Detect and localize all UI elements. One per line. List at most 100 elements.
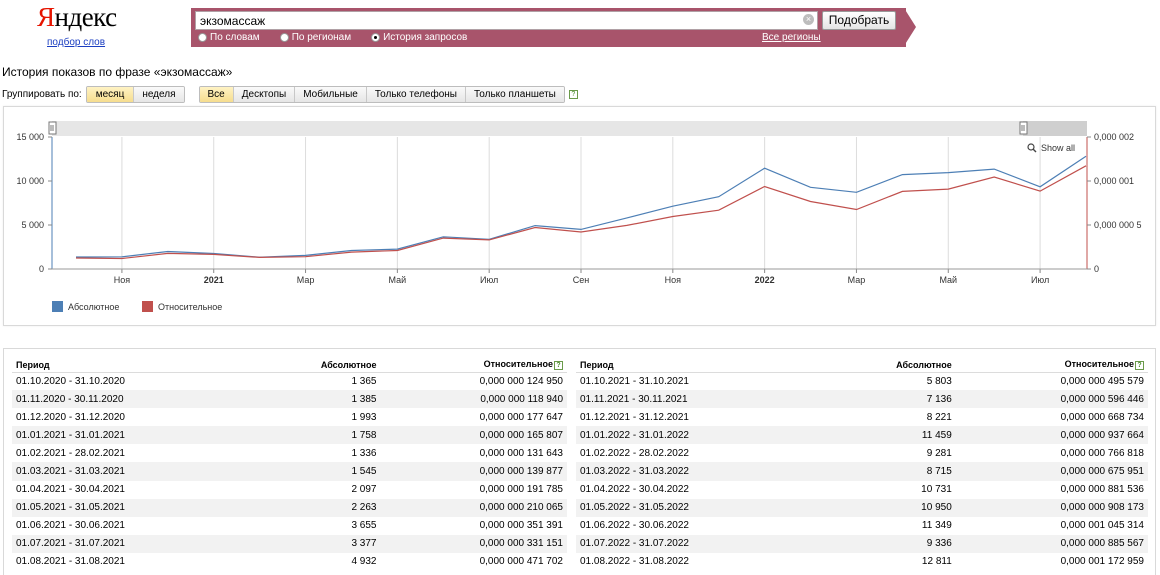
col-relative: Относительное? xyxy=(380,358,567,373)
cell-relative: 0,000 000 908 173 xyxy=(955,498,1148,517)
table-row: 01.08.2022 - 31.08.2022 12 811 0,000 001 1… xyxy=(576,553,1148,571)
cell-relative: 0,000 000 495 579 xyxy=(1060,375,1144,387)
radio-by-words[interactable]: По словам xyxy=(198,32,260,43)
table-row: 01.08.2021 - 31.08.2021 4 932 0,000 000 47… xyxy=(12,553,567,571)
radio-selected-icon xyxy=(371,33,381,42)
cell-period: 01.05.2022 - 31.05.2022 xyxy=(576,498,822,517)
table-row: 01.11.2020 - 30.11.2020 1 385 0,000 000 11… xyxy=(12,390,567,409)
cell-relative: 0,000 000 471 702 xyxy=(479,556,563,568)
x-tick-label: Ноя xyxy=(665,275,682,285)
table-row: 01.03.2022 - 31.03.2022 8 715 0,000 000 67… xyxy=(576,462,1148,481)
device-all-button[interactable]: Все xyxy=(199,87,234,102)
cell-absolute: 11 349 xyxy=(921,520,952,532)
cell-period: 01.07.2022 - 31.07.2022 xyxy=(576,534,822,553)
magnifier-icon-handle xyxy=(1032,148,1037,153)
cell-absolute: 4 932 xyxy=(351,556,377,568)
cell-relative: 0,000 000 596 446 xyxy=(955,390,1148,409)
device-phones-button[interactable]: Только телефоны xyxy=(366,87,466,102)
yandex-logo[interactable]: Яндекс xyxy=(37,2,117,32)
chart-lines xyxy=(75,155,1087,260)
device-tablets-button[interactable]: Только планшеты xyxy=(465,87,564,102)
cell-period: 01.04.2021 - 30.04.2021 xyxy=(16,484,125,496)
radio-by-regions[interactable]: По регионам xyxy=(279,32,351,43)
search-button[interactable]: Подобрать xyxy=(822,11,896,30)
cell-absolute: 3 655 xyxy=(351,520,377,532)
legend-label[interactable]: Абсолютное xyxy=(68,302,119,312)
cell-relative: 0,000 000 165 807 xyxy=(380,426,567,445)
all-regions-link[interactable]: Все регионы xyxy=(762,32,821,43)
period-month-button[interactable]: месяц xyxy=(86,87,135,102)
y-left-tick-label: 0 xyxy=(39,264,44,274)
cell-period: 01.01.2022 - 31.01.2022 xyxy=(576,426,822,445)
radio-icon xyxy=(279,33,289,42)
search-mode-radios: По словам По регионам История запросов xyxy=(198,32,487,43)
help-icon[interactable]: ? xyxy=(554,361,563,371)
history-table-right: Период Абсолютное Относительное? 01.10.2… xyxy=(576,358,1148,571)
x-tick-label: Май xyxy=(389,275,407,285)
cell-absolute: 8 715 xyxy=(821,462,956,481)
device-desktop-button[interactable]: Десктопы xyxy=(233,87,296,102)
cell-relative: 0,000 000 139 877 xyxy=(380,462,567,481)
table-row: 01.01.2021 - 31.01.2021 1 758 0,000 000 16… xyxy=(12,426,567,445)
table-row: 01.12.2021 - 31.12.2021 8 221 0,000 000 66… xyxy=(576,408,1148,426)
cell-absolute: 1 365 xyxy=(351,375,377,387)
cell-period: 01.11.2020 - 30.11.2020 xyxy=(12,390,251,409)
search-input[interactable]: экзомассаж xyxy=(195,11,818,30)
table-row: 01.01.2022 - 31.01.2022 11 459 0,000 000 9… xyxy=(576,426,1148,445)
cell-absolute: 1 545 xyxy=(250,462,381,481)
table-row: 01.07.2022 - 31.07.2022 9 336 0,000 000 88… xyxy=(576,534,1148,553)
col-period: Период xyxy=(12,358,251,373)
help-icon[interactable]: ? xyxy=(568,90,578,99)
table-row: 01.07.2021 - 31.07.2021 3 377 0,000 000 33… xyxy=(12,534,567,553)
wordstat-link[interactable]: подбор слов xyxy=(47,37,106,48)
period-toggle: месяц неделя xyxy=(85,86,185,103)
x-tick-label: 2021 xyxy=(204,275,224,285)
chart-grid xyxy=(52,137,1087,269)
cell-absolute: 1 758 xyxy=(250,426,381,445)
cell-absolute: 1 385 xyxy=(250,390,381,409)
table-row: 01.12.2020 - 31.12.2020 1 993 0,000 000 17… xyxy=(12,408,567,426)
cell-period: 01.03.2021 - 31.03.2021 xyxy=(12,462,251,481)
magnifier-icon[interactable] xyxy=(1027,143,1035,151)
cell-relative: 0,000 000 191 785 xyxy=(479,484,563,496)
cell-relative: 0,000 000 124 950 xyxy=(479,375,563,387)
chart-legend: Абсолютное Относительное xyxy=(52,301,222,312)
cell-relative: 0,000 000 668 734 xyxy=(1060,411,1144,423)
table-row: 01.03.2021 - 31.03.2021 1 545 0,000 000 13… xyxy=(12,462,567,481)
cell-relative: 0,000 000 177 647 xyxy=(479,411,563,423)
col-absolute: Абсолютное xyxy=(821,358,956,373)
scroller-track[interactable] xyxy=(52,121,1087,136)
period-week-button[interactable]: неделя xyxy=(134,87,184,102)
legend-swatch[interactable] xyxy=(52,301,63,312)
cell-relative: 0,000 000 937 664 xyxy=(955,426,1148,445)
legend-label[interactable]: Относительное xyxy=(158,302,222,312)
table-row: 01.04.2021 - 30.04.2021 2 097 0,000 000 19… xyxy=(12,481,567,499)
radio-history[interactable]: История запросов xyxy=(371,32,467,43)
x-tick-label: Мар xyxy=(297,275,315,285)
cell-relative: 0,000 000 766 818 xyxy=(1060,447,1144,459)
y-axis-right: 0 0,000 000 5 0,000 001 0,000 002 xyxy=(1086,132,1142,274)
clear-icon[interactable]: × xyxy=(803,14,814,25)
cell-period: 01.12.2021 - 31.12.2021 xyxy=(580,411,689,423)
cell-absolute: 9 336 xyxy=(821,534,956,553)
y-right-tick-label: 0,000 001 xyxy=(1094,176,1134,186)
chart-panel: 0 5 000 10 000 15 000 0 0,000 000 5 0,000 001… xyxy=(3,106,1156,326)
cell-relative: 0,000 001 045 314 xyxy=(1060,520,1144,532)
cell-relative: 0,000 000 885 567 xyxy=(955,534,1148,553)
cell-relative: 0,000 000 118 940 xyxy=(380,390,567,409)
cell-period: 01.11.2021 - 30.11.2021 xyxy=(576,390,822,409)
history-chart[interactable]: 0 5 000 10 000 15 000 0 0,000 000 5 0,000 001… xyxy=(4,107,1157,327)
scroller-thumb[interactable] xyxy=(1023,121,1087,136)
table-row: 01.06.2021 - 30.06.2021 3 655 0,000 000 35… xyxy=(12,517,567,535)
x-tick-label: Июл xyxy=(1031,275,1049,285)
y-left-tick-label: 15 000 xyxy=(16,132,44,142)
group-label: Группировать по: xyxy=(2,89,82,100)
show-all-control: Show all xyxy=(1027,143,1075,153)
y-left-tick-label: 10 000 xyxy=(16,176,44,186)
device-mobile-button[interactable]: Мобильные xyxy=(295,87,367,102)
cell-relative: 0,000 000 210 065 xyxy=(380,498,567,517)
cell-absolute: 10 950 xyxy=(821,498,956,517)
legend-swatch[interactable] xyxy=(142,301,153,312)
help-icon[interactable]: ? xyxy=(1135,361,1144,371)
show-all-label[interactable]: Show all xyxy=(1041,143,1075,153)
